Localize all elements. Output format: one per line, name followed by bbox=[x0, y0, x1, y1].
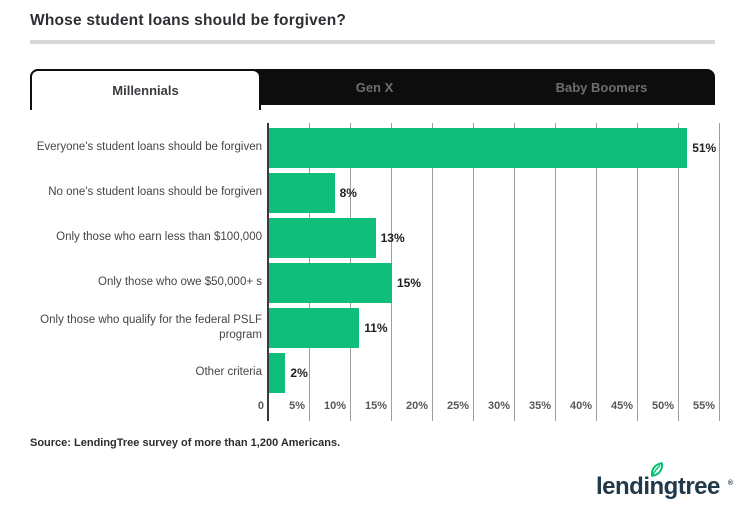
registered-mark: ® bbox=[727, 480, 733, 487]
tab-baby-boomers[interactable]: Baby Boomers bbox=[555, 79, 648, 95]
x-tick-label: 10% bbox=[323, 400, 346, 412]
y-axis-line bbox=[267, 123, 269, 421]
gridline bbox=[719, 123, 720, 421]
x-tick-label: 50% bbox=[651, 400, 674, 412]
x-tick-label: 5% bbox=[289, 400, 305, 412]
source-note: Source: LendingTree survey of more than … bbox=[30, 437, 341, 449]
tab-gen-x[interactable]: Gen X bbox=[355, 79, 394, 95]
x-tick-label: 0 bbox=[257, 400, 264, 412]
gridline bbox=[432, 123, 433, 421]
x-tick-label: 40% bbox=[569, 400, 592, 412]
logo-wordmark: lendingtree bbox=[596, 473, 720, 500]
value-label: 51% bbox=[692, 140, 717, 155]
x-tick-label: 25% bbox=[446, 400, 469, 412]
x-tick-label: 45% bbox=[610, 400, 633, 412]
x-tick-label: 20% bbox=[405, 400, 428, 412]
leaf-icon bbox=[650, 462, 664, 477]
gridline bbox=[473, 123, 474, 421]
category-label: Only those who qualify for the federal P… bbox=[40, 313, 262, 341]
x-tick-label: 55% bbox=[692, 400, 715, 412]
gridline bbox=[555, 123, 556, 421]
category-label: Other criteria bbox=[195, 366, 262, 379]
bar bbox=[269, 217, 376, 258]
gridline bbox=[514, 123, 515, 421]
category-label: Only those who owe $50,000+ s bbox=[98, 276, 262, 289]
title-divider bbox=[30, 40, 715, 44]
x-tick-label: 30% bbox=[487, 400, 510, 412]
plot-area: 51% 8% 13% 15% 11% 2% bbox=[267, 123, 720, 421]
value-label: 2% bbox=[290, 365, 308, 380]
tab-bar: Millennials Gen X Baby Boomers bbox=[30, 69, 715, 110]
tab-millennials[interactable]: Millennials bbox=[30, 69, 261, 110]
value-label: 13% bbox=[380, 230, 405, 245]
value-label: 8% bbox=[339, 185, 357, 200]
value-label: 11% bbox=[364, 320, 388, 335]
page-title: Whose student loans should be forgiven? bbox=[30, 12, 347, 29]
bar bbox=[269, 352, 286, 393]
category-label: Everyone's student loans should be forgi… bbox=[36, 141, 262, 154]
bar bbox=[269, 307, 360, 348]
category-label: No one's student loans should be forgive… bbox=[48, 186, 262, 199]
category-label: Only those who earn less than $100,000 bbox=[56, 231, 262, 244]
gridline bbox=[678, 123, 679, 421]
bar bbox=[269, 172, 335, 213]
x-tick-label: 15% bbox=[364, 400, 387, 412]
lendingtree-logo: lendingtree ® bbox=[596, 462, 733, 501]
x-tick-label: 35% bbox=[528, 400, 551, 412]
gridline bbox=[637, 123, 638, 421]
value-label: 15% bbox=[397, 275, 422, 290]
gridline bbox=[596, 123, 597, 421]
category-labels: Everyone's student loans should be forgi… bbox=[30, 125, 262, 395]
bar bbox=[269, 127, 688, 168]
x-axis-ticks: 0 5% 10% 15% 20% 25% 30% 35% 40% 45% 50% 55% bbox=[258, 395, 720, 423]
bar bbox=[269, 262, 392, 303]
